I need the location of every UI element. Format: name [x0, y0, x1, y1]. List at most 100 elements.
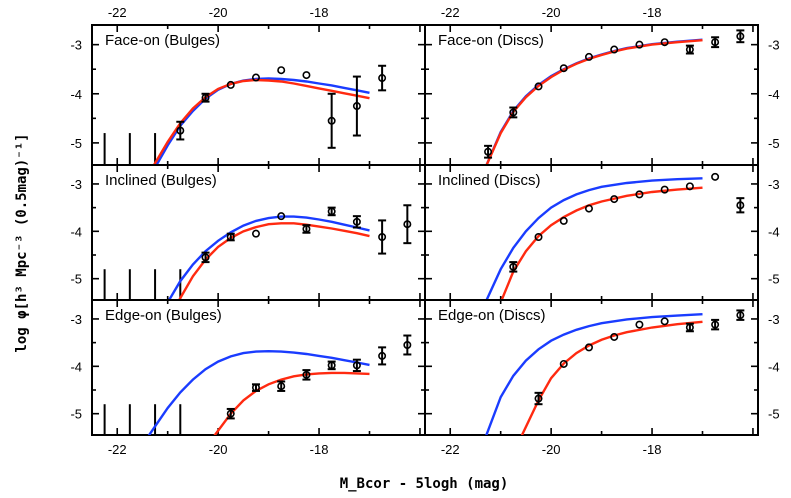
x-axis-title: M_Bcor - 5logh (mag) [340, 476, 509, 492]
model-curve-red [177, 222, 370, 300]
data-point [711, 38, 720, 47]
model-curve-blue [147, 349, 370, 435]
panel-plot-area [103, 334, 412, 435]
data-point [685, 323, 694, 332]
model-curve-red [152, 78, 370, 165]
y-tick-label: -4 [768, 359, 780, 374]
data-point [559, 216, 568, 225]
panel-title: Face-on (Bulges) [105, 32, 220, 49]
panel-2: -5 -4 -3 -22 -20 -18 Face-on (Discs) [424, 5, 780, 166]
data-point [176, 126, 185, 135]
model-curve-blue [155, 77, 370, 165]
data-point [226, 80, 235, 89]
data-point [378, 351, 387, 360]
x-tick-label: -20 [542, 5, 561, 20]
model-curve-red [485, 39, 703, 165]
data-point [327, 207, 336, 216]
y-tick-label: -5 [70, 136, 82, 151]
data-point [635, 190, 644, 199]
data-point [660, 185, 669, 194]
data-point [352, 217, 361, 226]
data-point [635, 40, 644, 49]
panel-plot-area [103, 64, 387, 165]
y-tick-label: -5 [768, 407, 780, 422]
panel-1: -5 -4 -3 -22 -20 -18 Face-on (Bulges) [70, 5, 426, 166]
data-point [352, 102, 361, 111]
y-tick-label: -4 [70, 87, 82, 102]
data-point [327, 361, 336, 370]
x-tick-label: -18 [643, 442, 662, 457]
x-tick-label: -18 [643, 5, 662, 20]
data-point [327, 116, 336, 125]
x-tick-label: -18 [310, 5, 329, 20]
model-curve-blue [485, 313, 703, 435]
data-point [685, 182, 694, 191]
panel-title: Face-on (Discs) [438, 32, 544, 49]
data-point [559, 64, 568, 73]
data-point [302, 370, 311, 379]
y-tick-label: -3 [70, 38, 82, 53]
model-curve-blue [485, 177, 703, 300]
data-point [635, 320, 644, 329]
y-tick-label: -5 [70, 272, 82, 287]
data-point [226, 409, 235, 418]
data-point [559, 359, 568, 368]
y-tick-label: -4 [70, 359, 82, 374]
data-point [403, 340, 412, 349]
data-point [226, 233, 235, 242]
data-point [251, 229, 260, 238]
y-tick-label: -3 [70, 312, 82, 327]
panel-title: Inclined (Discs) [438, 172, 541, 189]
y-tick-label: -3 [768, 312, 780, 327]
panels-group: -5 -4 -3 -22 -20 -18 Face-on (Bulges) -5 -4 -3 -22… [70, 5, 779, 457]
x-tick-label: -22 [108, 442, 127, 457]
x-tick-label: -22 [108, 5, 127, 20]
panel-title: Inclined (Bulges) [105, 172, 217, 189]
data-point [610, 45, 619, 54]
data-point [534, 394, 543, 403]
data-point [584, 343, 593, 352]
data-point [736, 201, 745, 210]
panel-plot-area [485, 309, 745, 435]
y-tick-label: -4 [768, 224, 780, 239]
data-point [302, 71, 311, 80]
y-tick-label: -3 [768, 38, 780, 53]
data-point [201, 253, 210, 262]
x-tick-label: -22 [441, 5, 460, 20]
data-point [277, 212, 286, 221]
data-point [302, 224, 311, 233]
y-axis-title: log φ[h³ Mpc⁻³ (0.5mag)⁻¹] [14, 133, 30, 352]
panel-6: -5 -4 -3 -22 -20 -18 Edge-on (Discs) [424, 299, 780, 457]
panel-5: -5 -4 -3 -22 -20 -18 Edge-on (Bulges) [70, 299, 426, 457]
panel-plot-area [485, 172, 745, 300]
data-point [736, 311, 745, 320]
data-point [509, 108, 518, 117]
data-point [660, 317, 669, 326]
data-point [711, 172, 720, 181]
data-point [378, 74, 387, 83]
y-tick-label: -3 [70, 177, 82, 192]
y-tick-label: -5 [768, 136, 780, 151]
x-tick-label: -20 [209, 5, 228, 20]
data-point [352, 361, 361, 370]
x-tick-label: -20 [209, 442, 228, 457]
data-point [403, 220, 412, 229]
panel-title: Edge-on (Bulges) [105, 307, 222, 324]
panel-3: -5 -4 -3 Inclined (Bulges) [70, 164, 426, 301]
data-point [534, 82, 543, 91]
data-point [277, 382, 286, 391]
data-point [251, 73, 260, 82]
data-point [201, 93, 210, 102]
data-point [736, 32, 745, 41]
panel-plot-area [103, 204, 412, 300]
model-curve-red [213, 371, 370, 435]
y-tick-label: -5 [768, 272, 780, 287]
panel-frame [424, 299, 759, 436]
model-curve-red [520, 320, 703, 435]
model-curve-red [500, 186, 703, 300]
y-tick-label: -5 [70, 407, 82, 422]
data-point [584, 52, 593, 61]
data-point [660, 38, 669, 47]
y-tick-label: -4 [70, 224, 82, 239]
